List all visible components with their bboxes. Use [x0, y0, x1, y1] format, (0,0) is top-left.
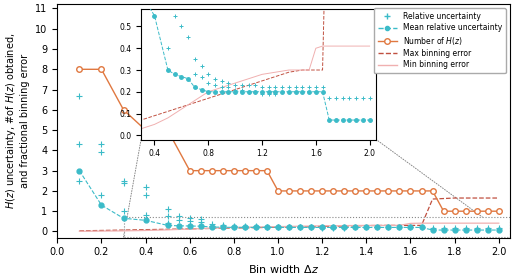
Legend: Relative uncertainty, Mean relative uncertainty, Number of $H(z)$, Max binning e: Relative uncertainty, Mean relative unce…: [374, 8, 506, 73]
Y-axis label: $H(z)$ uncertainty, #of $H(z)$ obtained,
and fractional binning error: $H(z)$ uncertainty, #of $H(z)$ obtained,…: [4, 33, 30, 209]
X-axis label: Bin width $\Delta z$: Bin width $\Delta z$: [248, 263, 319, 275]
Bar: [123, 217, 510, 237]
